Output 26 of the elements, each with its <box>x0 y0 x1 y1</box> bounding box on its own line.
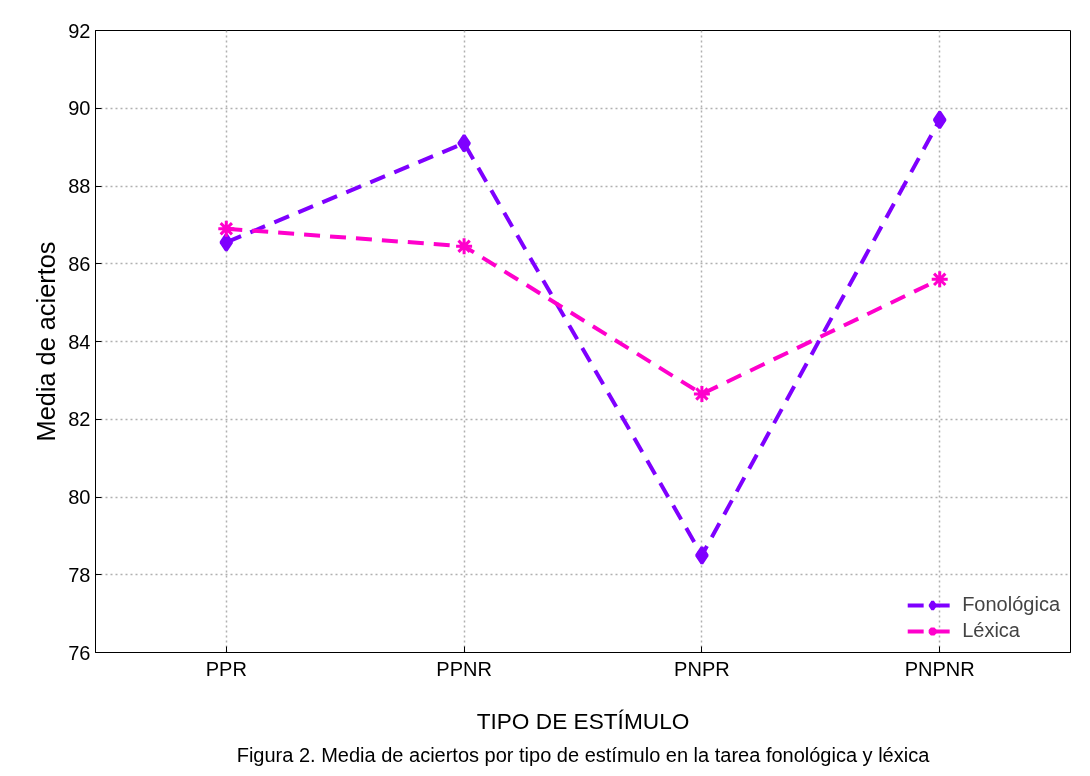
point <box>454 236 474 256</box>
point <box>219 232 234 252</box>
y-tick-label: 80 <box>68 486 91 508</box>
point <box>692 384 712 404</box>
y-tick-label: 92 <box>68 19 91 42</box>
point <box>216 219 236 239</box>
text: Figura 2. Media de aciertos por tipo de estímulo en la tarea fonológica y léxica <box>236 743 931 766</box>
legend-label: Fonológica <box>962 593 1060 616</box>
y-tick-label: 86 <box>68 252 91 275</box>
y-tick-label: 84 <box>68 330 91 353</box>
y-tick-label: 88 <box>68 175 91 197</box>
x-tick-label: PNPR <box>674 657 730 680</box>
point <box>457 133 471 153</box>
legend-label: Léxica <box>962 619 1020 642</box>
x-tick-label: PNPNR <box>904 657 975 680</box>
y-tick-label: 76 <box>68 641 91 664</box>
x-axis-title: TIPO DE ESTÍMULO <box>476 707 690 734</box>
y-tick-label: 78 <box>68 563 91 586</box>
x-tick-label: PPR <box>205 657 247 680</box>
point <box>932 110 947 130</box>
point <box>930 269 950 289</box>
point <box>695 545 709 565</box>
x-tick-label: PPNR <box>436 657 492 680</box>
y-axis-title: Media de aciertos <box>32 241 61 442</box>
y-tick-label: 82 <box>68 408 91 431</box>
y-tick-label: 90 <box>68 97 91 120</box>
